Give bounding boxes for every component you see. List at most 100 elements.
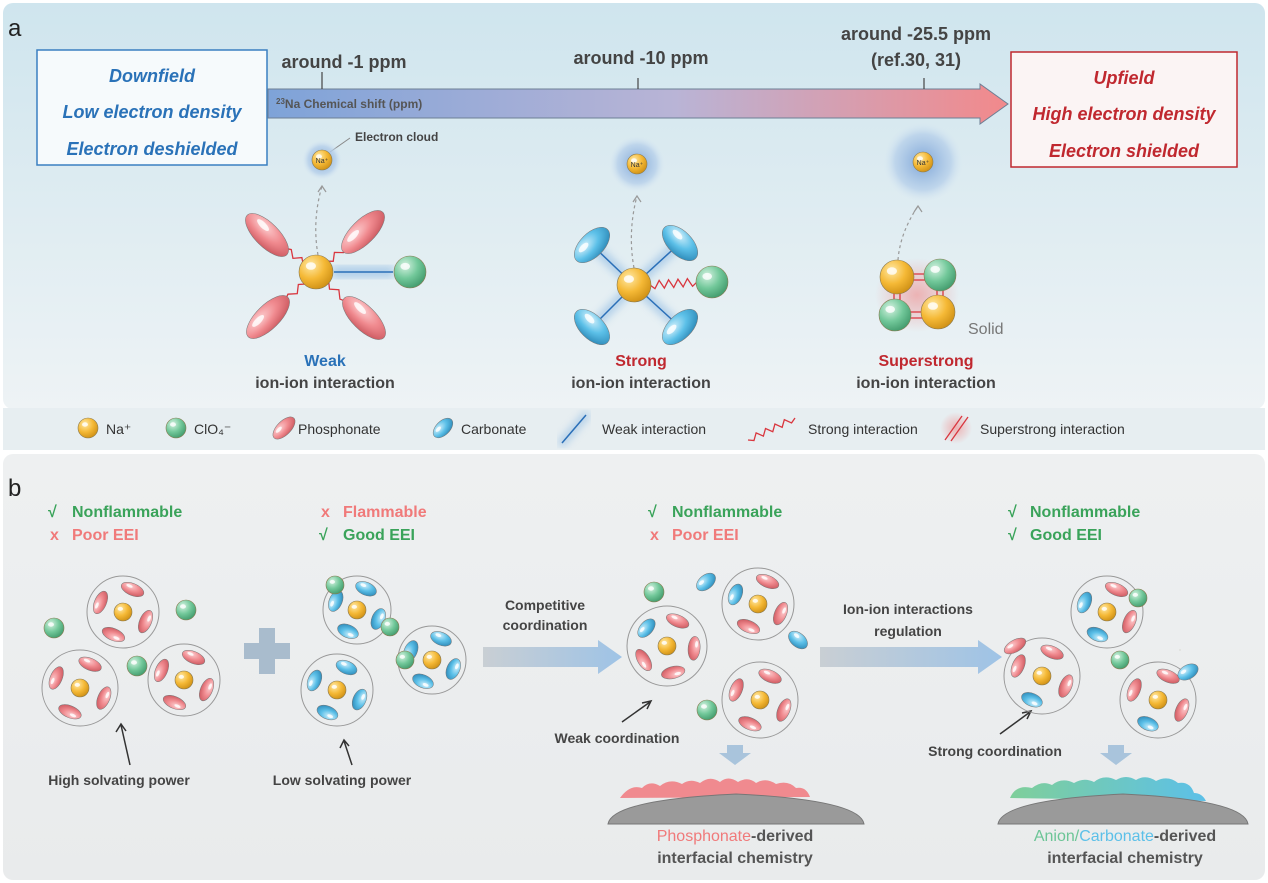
legend-superstrong: Superstrong interaction (980, 421, 1125, 437)
carbonate-icon (1021, 692, 1043, 708)
deshielded-label: Electron deshielded (66, 139, 238, 159)
carbonate-icon-highlight (672, 229, 683, 240)
carbonate-icon-highlight (435, 633, 442, 638)
strong-coordination-label: Strong coordination (928, 743, 1062, 759)
legend-na: Na⁺ (106, 421, 131, 437)
carbonate-icon (432, 417, 454, 439)
carbonate-icon-body (788, 630, 808, 650)
na-ion-icon (1097, 602, 1117, 622)
perchlorate-icon-highlight (1132, 592, 1139, 597)
col4-prop1: Nonflammable (1030, 504, 1140, 521)
plus-icon (244, 628, 290, 674)
phosphonate-icon-highlight (257, 219, 269, 232)
carbonate-icon-body (696, 572, 716, 592)
phosphonate-icon-body (245, 213, 289, 257)
phosphonate-icon-highlight (749, 725, 757, 730)
phosphonate-icon-highlight (1007, 644, 1014, 649)
phosphonate-icon-highlight (785, 703, 790, 711)
na-ion-icon-body (920, 294, 956, 330)
na-ion-icon-highlight (1101, 606, 1108, 611)
phosphonate-icon-body (342, 296, 386, 340)
perchlorate-icon-body (1128, 588, 1148, 608)
na-ion-icon (626, 153, 648, 175)
na-ion-icon-body (298, 254, 334, 290)
weak-label: Weak (304, 353, 346, 370)
na-ion-icon-highlight (117, 606, 124, 611)
phosphonate-icon-highlight (763, 670, 771, 675)
perchlorate-icon-highlight (885, 305, 895, 313)
carbonate-icon (574, 309, 610, 345)
phosphonate-icon-highlight (1045, 646, 1053, 651)
legend-strong: Strong interaction (808, 421, 918, 437)
col3-prop2: Poor EEI (672, 527, 739, 544)
axis-label: 23Na Chemical shift (ppm) (276, 97, 422, 111)
phosphonate-icon (120, 581, 145, 597)
carbonate-icon-highlight (1097, 636, 1104, 641)
col2-prop1-mark: x (321, 504, 330, 521)
col2-prop2: Good EEI (343, 527, 415, 544)
carbonate-icon (696, 572, 716, 592)
carbonate-icon (662, 225, 698, 261)
phosphonate-icon (153, 658, 169, 683)
na-ion-icon-highlight (331, 684, 337, 689)
strong-legend-icon (747, 417, 796, 442)
strong-interaction-label: ion-ion interaction (571, 375, 711, 392)
na-ion-icon (311, 149, 333, 171)
phosphonate-icon (1104, 581, 1129, 597)
arrow2-line1: Ion-ion interactions (843, 601, 973, 617)
na-ion-icon-body (748, 594, 768, 614)
na-ion-icon-body (327, 680, 347, 700)
superstrong-legend-icon (950, 416, 969, 442)
marker-2-label: around -10 ppm (573, 48, 708, 68)
downfield-label: Downfield (109, 66, 196, 86)
cluster-shell (721, 567, 795, 641)
phosphonate-icon-highlight (1128, 689, 1133, 697)
interphase1-label: Phosphonate-derived (657, 828, 814, 845)
phosphonate-icon (138, 609, 154, 634)
carbonate-icon-highlight (422, 682, 429, 687)
carbonate-icon (1137, 716, 1159, 732)
phosphonate-icon (272, 416, 296, 440)
anion-carbonate-interphase (997, 777, 1249, 825)
phosphonate-icon-highlight (275, 426, 282, 433)
col2-prop1: Flammable (343, 504, 427, 521)
downfield-box: Downfield Low electron density Electron … (36, 49, 268, 166)
phosphonate-icon (1174, 698, 1190, 722)
carbonate-icon-highlight (1180, 669, 1187, 674)
legend-background (3, 408, 1265, 450)
phosphonate-icon-body (661, 665, 686, 680)
col2-prop2-mark: √ (319, 527, 328, 544)
na-ion-icon (748, 594, 768, 614)
carbonate-icon (727, 583, 744, 606)
marker-1-label: around -1 ppm (282, 52, 407, 72)
na-ion-icon-highlight (82, 422, 88, 427)
phosphonate-icon-highlight (1183, 703, 1188, 711)
perchlorate-icon-highlight (180, 604, 186, 609)
phosphonate-icon (1010, 654, 1026, 678)
panel-label-a: a (8, 15, 22, 42)
perchlorate-icon-highlight (648, 586, 654, 591)
perchlorate-icon-highlight (400, 262, 411, 270)
na-label: Na⁺ (631, 162, 644, 169)
phosphonate-icon (773, 601, 789, 626)
carbonate-icon-body (637, 618, 656, 638)
col4-prop2: Good EEI (1030, 527, 1102, 544)
na-ion-icon (77, 417, 99, 439)
col3-prop1-mark: √ (648, 504, 657, 521)
na-ion-icon (657, 636, 677, 656)
na-ion-icon-body (616, 267, 652, 303)
carbonate-icon-highlight (794, 633, 800, 639)
col4-prop2-mark: √ (1008, 527, 1017, 544)
carbonate-icon (788, 630, 808, 650)
carbonate-icon-highlight (698, 580, 705, 585)
perchlorate-icon (126, 655, 148, 677)
chemical-shift-axis: 23Na Chemical shift (ppm) around -1 ppm … (267, 24, 1009, 125)
na-ion-icon (70, 678, 90, 698)
strong-dashed-arrow-head (632, 194, 642, 203)
ion-ion-regulation-arrow (820, 640, 1002, 674)
phosphonate-icon (635, 649, 653, 672)
perchlorate-icon (696, 699, 718, 721)
perchlorate-icon-highlight (170, 422, 176, 427)
na-ion-icon-highlight (305, 262, 316, 270)
